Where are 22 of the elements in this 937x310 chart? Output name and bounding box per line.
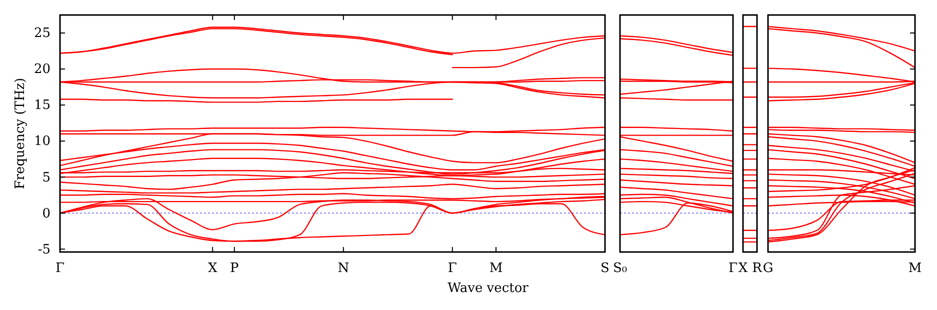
- x-tick-label: S: [600, 260, 610, 276]
- x-tick-label: Γ: [448, 260, 457, 276]
- x-tick-label: M: [908, 260, 922, 276]
- y-tick-label: 10: [34, 134, 50, 150]
- x-tick-label: R: [752, 260, 764, 276]
- x-tick-label: Γ: [55, 260, 65, 276]
- y-axis-title: Frequency (THz): [13, 78, 28, 190]
- x-tick-label: N: [338, 260, 350, 276]
- y-tick-label: -5: [38, 242, 50, 258]
- y-tick-label: 0: [42, 206, 50, 222]
- x-tick-label: S₀: [612, 260, 628, 276]
- x-axis-title: Wave vector: [448, 281, 530, 296]
- x-tick-label: P: [230, 260, 240, 276]
- y-tick-label: 20: [34, 62, 50, 78]
- x-tick-label: X: [738, 260, 748, 276]
- x-tick-label: M: [489, 260, 503, 276]
- y-tick-label: 25: [34, 26, 50, 42]
- x-tick-label: X: [208, 260, 218, 276]
- y-tick-label: 5: [42, 170, 50, 186]
- y-tick-label: 15: [34, 98, 50, 114]
- x-tick-label: G: [762, 260, 774, 276]
- x-tick-label: Γ: [728, 260, 738, 276]
